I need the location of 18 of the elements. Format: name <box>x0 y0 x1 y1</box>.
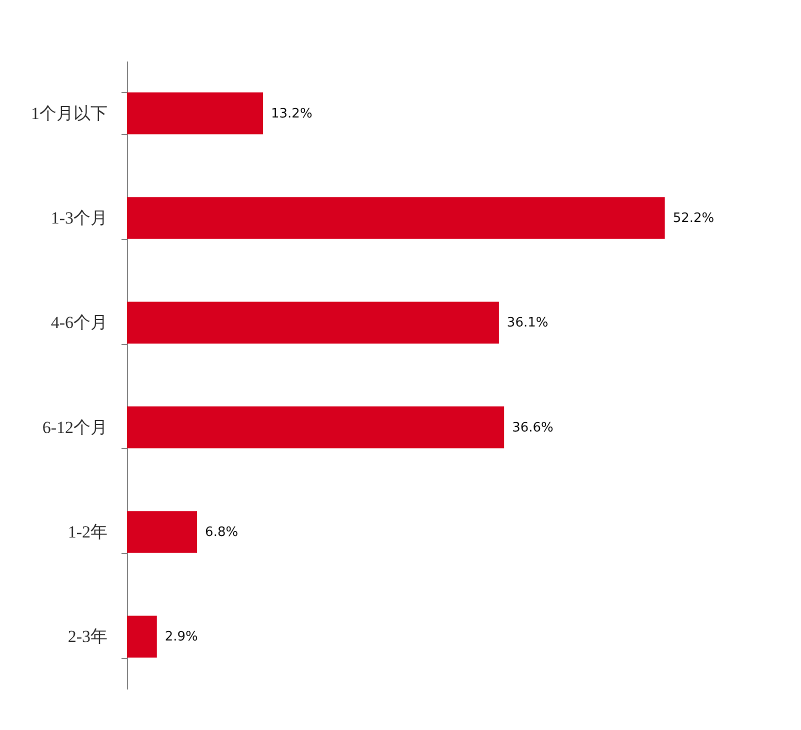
data-label: 36.6% <box>512 420 554 436</box>
data-label: 13.2% <box>271 106 312 122</box>
bar <box>127 302 499 344</box>
data-label: 2.9% <box>164 630 198 645</box>
y-tick-label: 1-3个月 <box>50 208 108 228</box>
data-label: 6.8% <box>205 525 238 540</box>
bar <box>127 406 504 448</box>
bar <box>127 616 157 658</box>
data-label: 52.2% <box>672 211 714 226</box>
bar <box>127 197 665 239</box>
y-tick-label: 1-2年 <box>68 522 108 542</box>
y-tick-label: 6-12个月 <box>42 418 108 437</box>
y-tick-label: 1个月以下 <box>31 104 108 123</box>
y-tick-label: 4-6个月 <box>50 313 108 332</box>
y-tick-label: 2-3年 <box>68 627 108 646</box>
bar <box>127 511 198 553</box>
bar <box>127 92 263 134</box>
data-label: 36.1% <box>506 316 548 331</box>
